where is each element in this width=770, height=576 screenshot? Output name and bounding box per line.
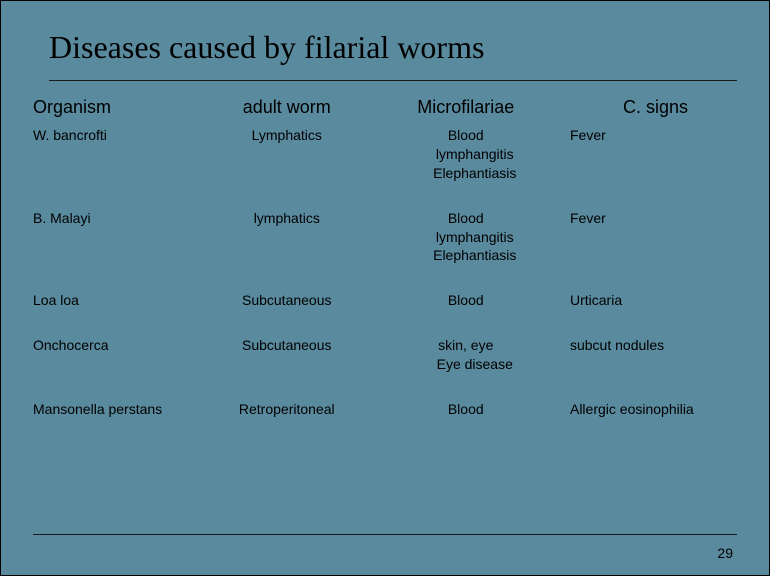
cell-csigns: Fever — [566, 122, 745, 205]
cell-text: Blood — [448, 127, 484, 143]
cell-subtext: Elephantiasis — [370, 164, 562, 183]
cell-organism: W. bancrofti — [29, 122, 208, 205]
col-header-adult-worm: adult worm — [208, 95, 366, 122]
footer-rule — [33, 534, 737, 535]
cell-text: Blood — [448, 210, 484, 226]
cell-csigns: Fever — [566, 205, 745, 288]
table-row: B. Malayi lymphatics Blood lymphangitis … — [29, 205, 745, 288]
cell-organism: Loa loa — [29, 287, 208, 332]
table-row: Onchocerca Subcutaneous skin, eye Eye di… — [29, 332, 745, 396]
cell-subtext: Eye disease — [370, 355, 562, 374]
page-number: 29 — [717, 545, 733, 561]
cell-csigns: Urticaria — [566, 287, 745, 332]
cell-subtext: lymphangitis — [370, 145, 562, 164]
cell-adult-worm: Subcutaneous — [208, 332, 366, 396]
cell-adult-worm: Lymphatics — [208, 122, 366, 205]
cell-microfilariae: Blood lymphangitis Elephantiasis — [366, 205, 566, 288]
cell-csigns: subcut nodules — [566, 332, 745, 396]
slide: Diseases caused by filarial worms Organi… — [1, 1, 769, 575]
cell-microfilariae: Blood — [366, 287, 566, 332]
table-container: Organism adult worm Microfilariae C. sig… — [1, 81, 769, 441]
cell-organism: Mansonella perstans — [29, 396, 208, 441]
table-row: Mansonella perstans Retroperitoneal Bloo… — [29, 396, 745, 441]
filarial-table: Organism adult worm Microfilariae C. sig… — [29, 95, 745, 441]
cell-adult-worm: Retroperitoneal — [208, 396, 366, 441]
cell-microfilariae: Blood lymphangitis Elephantiasis — [366, 122, 566, 205]
cell-microfilariae: skin, eye Eye disease — [366, 332, 566, 396]
cell-text: skin, eye — [438, 337, 493, 353]
cell-subtext: lymphangitis — [370, 228, 562, 247]
table-row: Loa loa Subcutaneous Blood Urticaria — [29, 287, 745, 332]
table-header-row: Organism adult worm Microfilariae C. sig… — [29, 95, 745, 122]
title-area: Diseases caused by filarial worms — [1, 1, 769, 72]
cell-microfilariae: Blood — [366, 396, 566, 441]
cell-organism: B. Malayi — [29, 205, 208, 288]
cell-adult-worm: Subcutaneous — [208, 287, 366, 332]
cell-organism: Onchocerca — [29, 332, 208, 396]
cell-adult-worm: lymphatics — [208, 205, 366, 288]
col-header-microfilariae: Microfilariae — [366, 95, 566, 122]
cell-subtext: Elephantiasis — [370, 246, 562, 265]
cell-csigns: Allergic eosinophilia — [566, 396, 745, 441]
slide-title: Diseases caused by filarial worms — [49, 29, 769, 66]
col-header-csigns: C. signs — [566, 95, 745, 122]
col-header-organism: Organism — [29, 95, 208, 122]
table-row: W. bancrofti Lymphatics Blood lymphangit… — [29, 122, 745, 205]
